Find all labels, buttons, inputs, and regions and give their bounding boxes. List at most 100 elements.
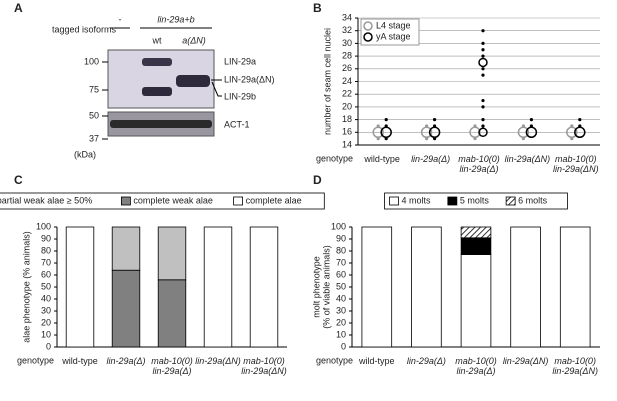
y-tick-label: 60 [336,269,346,279]
bar-segment [460,237,492,256]
data-point [433,118,437,122]
y-axis-label: alae phenotype (% animals) [21,231,31,343]
band-label: LIN-29b [224,91,256,101]
bar-segment [65,226,95,348]
data-point [578,118,582,122]
data-point [478,127,488,138]
data-point [570,137,574,141]
y-tick-label: 30 [41,305,51,315]
panel-label: D [313,173,322,187]
bar-segment [111,269,141,348]
band-label: ACT-1 [224,119,250,129]
x-axis-label: genotype [17,355,54,365]
data-point [478,57,488,68]
x-tick-label: wild-type [359,356,395,366]
legend-label: 4 molts [402,195,432,205]
y-tick-label: 10 [336,329,346,339]
data-point [529,118,534,122]
x-tick-label: mab-10(0) lin-29a(ΔN) [553,154,599,174]
data-point [481,105,485,109]
data-point [481,67,485,71]
unit-label: (kDa) [74,149,96,159]
bar-segment [460,254,492,348]
panel-label: A [14,1,23,15]
y-tick-label: 0 [341,341,346,351]
data-point [473,124,477,128]
pointer [211,81,222,97]
bar-segment [203,226,233,348]
bar-segment [249,226,279,348]
data-point [481,124,485,128]
bar-segment [559,226,591,348]
band [142,87,172,96]
legend-label: L4 stage [376,20,411,30]
bar-segment [111,226,141,271]
data-point [376,124,380,128]
y-tick-label: 20 [41,317,51,327]
lane-label: wt [152,35,162,45]
y-tick-label: 28 [342,50,352,60]
data-point [529,124,534,128]
data-point [376,137,380,141]
legend-marker [363,32,373,42]
bar-segment [411,226,442,348]
x-tick-label: mab-10(0) lin-29a(ΔN) [241,356,287,376]
y-tick-label: 24 [342,76,352,86]
y-tick-label: 26 [342,63,352,73]
x-tick-label: mab-10(0) lin-29a(Δ) [458,154,500,174]
band [176,75,210,87]
data-point [425,124,429,128]
data-point [481,118,485,122]
legend-label: complete alae [246,195,302,205]
legend-box [384,192,568,210]
y-tick-label: 50 [336,281,346,291]
legend-label: 6 molts [518,195,548,205]
data-point [473,137,477,141]
panel-label: B [313,1,322,15]
data-point [481,54,485,58]
x-tick-label: lin-29a(ΔN) [502,356,549,366]
x-tick-label: mab-10(0) lin-29a(Δ) [151,356,193,376]
y-tick-label: 80 [41,245,51,255]
legend-label: yA stage [376,31,411,41]
data-point [521,124,526,128]
y-tick-label: 20 [342,101,352,111]
data-point [384,124,388,128]
y-tick-label: 90 [41,233,51,243]
x-tick-label: lin-29a(Δ) [106,356,146,366]
x-axis-label: genotype [316,153,353,163]
x-tick-label: lin-29a(Δ) [406,356,446,366]
marker-label: 50 [89,110,99,120]
y-axis-label: molt phenotype [311,256,321,318]
y-tick-label: 34 [342,12,352,22]
band [142,58,172,66]
data-point [481,41,485,46]
group-label: lin-29a+b [157,14,194,24]
data-point [570,124,574,128]
y-tick-label: 10 [41,329,51,339]
x-tick-label: lin-29a(Δ) [411,154,451,164]
legend-marker [363,21,373,31]
y-axis-label: number of seam cell nuclei [322,28,332,135]
x-tick-label: mab-10(0) lin-29a(ΔN) [552,356,598,376]
legend-swatch [121,196,131,206]
bar-segment [460,226,492,239]
y-tick-label: 18 [342,114,352,124]
data-point [425,137,429,141]
y-tick-label: 50 [41,281,51,291]
data-point [521,137,526,141]
data-point [384,137,388,141]
bar-segment [157,279,187,348]
y-tick-label: 14 [342,139,352,149]
y-tick-label: 16 [342,127,352,137]
y-tick-label: 100 [36,221,51,231]
y-tick-label: 60 [41,269,51,279]
x-tick-label: wild-type [62,356,98,366]
legend-swatch [389,196,399,206]
data-point [433,137,437,141]
marker-label: 75 [89,84,99,94]
y-tick-label: 22 [342,89,352,99]
x-tick-label: wild-type [364,154,400,164]
y-tick-label: 40 [41,293,51,303]
